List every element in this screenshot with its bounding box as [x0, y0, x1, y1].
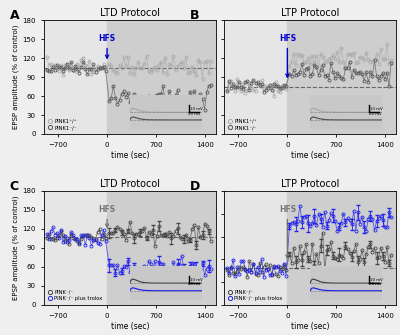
- Text: HFS: HFS: [98, 34, 116, 58]
- Bar: [287, 20, 396, 134]
- Y-axis label: EPSP amplitude (% of control): EPSP amplitude (% of control): [13, 25, 19, 129]
- Title: LTD Protocol: LTD Protocol: [100, 8, 160, 18]
- X-axis label: time (sec): time (sec): [111, 322, 149, 331]
- Legend: PINK⁻/⁻, PINK⁻/⁻ plus trolox: PINK⁻/⁻, PINK⁻/⁻ plus trolox: [47, 288, 104, 302]
- Text: HFS: HFS: [279, 205, 296, 258]
- X-axis label: time (sec): time (sec): [291, 151, 329, 160]
- Text: C: C: [10, 180, 19, 193]
- Title: LTP Protocol: LTP Protocol: [281, 179, 339, 189]
- Bar: [107, 191, 216, 305]
- Title: LTP Protocol: LTP Protocol: [281, 8, 339, 18]
- Text: HFS: HFS: [279, 34, 296, 77]
- Bar: [287, 191, 396, 305]
- Text: HFS: HFS: [98, 205, 116, 227]
- Legend: PINK1⁺/⁺, PINK1⁻/⁻: PINK1⁺/⁺, PINK1⁻/⁻: [47, 118, 78, 131]
- Y-axis label: EPSP amplitude (% of control): EPSP amplitude (% of control): [13, 196, 19, 300]
- Legend: PINK1⁺/⁺, PINK1⁻/⁻: PINK1⁺/⁺, PINK1⁻/⁻: [227, 118, 258, 131]
- Legend: PINK⁻/⁻, PINK⁻/⁻ plus trolox: PINK⁻/⁻, PINK⁻/⁻ plus trolox: [227, 288, 284, 302]
- X-axis label: time (sec): time (sec): [291, 322, 329, 331]
- Text: D: D: [190, 180, 200, 193]
- Text: B: B: [190, 9, 200, 22]
- Title: LTD Protocol: LTD Protocol: [100, 179, 160, 189]
- X-axis label: time (sec): time (sec): [111, 151, 149, 160]
- Text: A: A: [10, 9, 19, 22]
- Bar: [107, 20, 216, 134]
